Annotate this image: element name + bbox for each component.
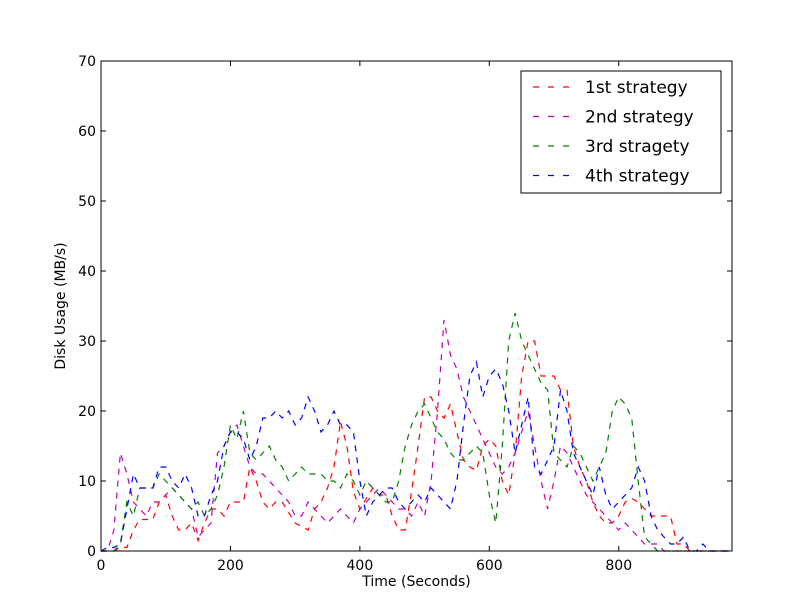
x-tick-label: 400 [347,558,374,574]
y-tick-label: 70 [78,54,96,70]
legend-label: 1st strategy [585,78,688,98]
y-tick-label: 40 [78,264,96,280]
series-line-1 [101,340,729,552]
x-tick-label: 0 [97,558,106,574]
series-line-2 [101,319,729,552]
y-tick-label: 50 [78,194,96,210]
x-tick-label: 600 [476,558,503,574]
series-line-4 [100,360,729,552]
legend-label: 3rd stragety [585,137,690,157]
x-axis-label: Time (Seconds) [361,574,470,590]
y-tick-label: 60 [78,124,96,140]
series-layer [100,312,729,552]
legend-label: 4th strategy [585,167,690,187]
y-tick-label: 10 [78,474,96,490]
legend-box [520,70,722,194]
series-line-3 [101,312,729,552]
x-tick-label: 200 [217,558,244,574]
y-axis-label: Disk Usage (MB/s) [53,242,69,369]
y-tick-label: 20 [78,404,96,420]
y-tick-label: 30 [78,334,96,350]
axis-ticks: 0 200 400 600 800 0 10 20 30 40 50 60 70 [78,54,732,574]
plot-frame [100,60,733,552]
legend-label: 2nd strategy [585,108,694,128]
y-tick-label: 0 [87,544,96,560]
x-tick-label: 800 [605,558,632,574]
legend: 1st strategy 2nd strategy 3rd stragety 4th … [520,70,722,194]
